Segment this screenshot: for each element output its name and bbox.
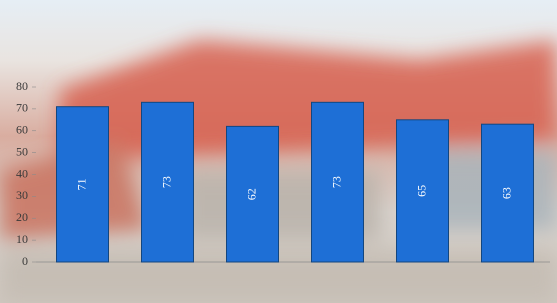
y-tick-label: 70: [16, 101, 28, 115]
y-tick-label: 0: [22, 254, 28, 268]
chart: 0 10 20 30 40 50 60 70 80 71 73 62 73 65 63: [0, 0, 557, 303]
y-tick-label: 80: [16, 79, 28, 93]
y-tick-label: 60: [16, 123, 28, 137]
y-tick-label: 20: [16, 210, 28, 224]
y-tick-label: 50: [16, 144, 28, 158]
y-tick-label: 40: [16, 166, 28, 180]
bar-value-label: 71: [74, 178, 88, 190]
bar-value-label: 65: [414, 185, 428, 197]
bar-value-label: 63: [499, 187, 513, 199]
page: 01020304050607080717362736563 (() => { c…: [0, 0, 557, 303]
y-tick-label: 30: [16, 188, 28, 202]
y-tick-label: 10: [16, 232, 28, 246]
bar-value-label: 73: [159, 176, 173, 188]
bar-value-label: 73: [329, 176, 343, 188]
bar-value-label: 62: [244, 188, 258, 200]
